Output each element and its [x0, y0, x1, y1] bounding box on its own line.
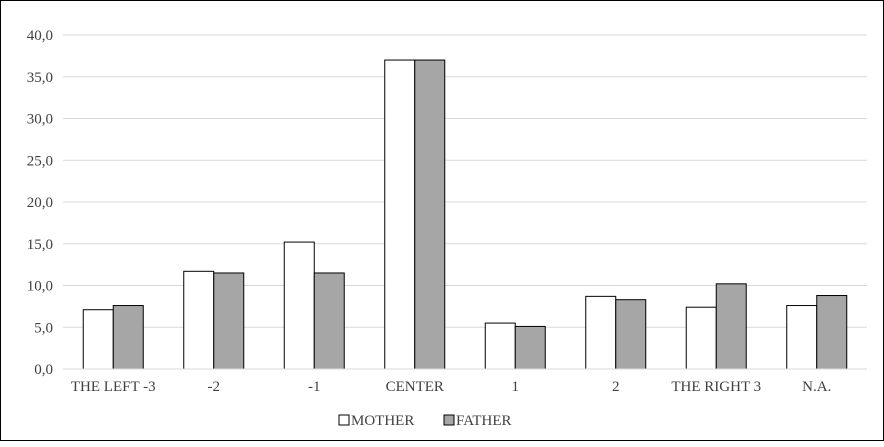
x-tick-label: THE RIGHT 3: [671, 379, 761, 395]
x-tick-label: CENTER: [386, 379, 444, 395]
bar-mother: [685, 306, 717, 370]
bar-mother: [283, 241, 315, 370]
x-tick-label: 2: [612, 379, 620, 395]
legend: MOTHER FATHER: [338, 413, 512, 429]
bar-mother: [384, 59, 416, 370]
x-tick-label: -1: [308, 379, 321, 395]
y-tick-label: 25,0: [27, 153, 53, 169]
bar-mother: [786, 305, 818, 370]
bar-father: [313, 272, 345, 370]
y-tick-label: 40,0: [27, 28, 53, 44]
y-tick-label: 5,0: [34, 320, 53, 336]
bar-father: [514, 325, 546, 370]
y-tick-label: 20,0: [27, 195, 53, 211]
bar-mother: [82, 309, 114, 370]
bars: [82, 59, 848, 370]
bar-mother: [585, 295, 617, 370]
y-tick-label: 35,0: [27, 70, 53, 86]
x-tick-label: -2: [208, 379, 221, 395]
bar-father: [414, 59, 446, 370]
legend-swatch-mother: [338, 414, 350, 426]
bar-father: [615, 299, 647, 370]
bar-father: [112, 305, 144, 370]
bar-mother: [183, 270, 215, 370]
y-tick-label: 15,0: [27, 237, 53, 253]
x-tick-label: 1: [512, 379, 520, 395]
y-axis-tick-labels: 0,0 5,0 10,0 15,0 20,0 25,0 30,0 35,0 40,0: [27, 28, 53, 378]
y-tick-label: 10,0: [27, 279, 53, 295]
x-tick-label: THE LEFT -3: [71, 379, 156, 395]
bar-father: [816, 295, 848, 370]
y-tick-label: 0,0: [34, 362, 53, 378]
legend-label-father: FATHER: [456, 413, 512, 429]
bar-father: [715, 283, 747, 370]
legend-label-mother: MOTHER: [351, 413, 414, 429]
x-axis-tick-labels: THE LEFT -3 -2 -1 CENTER 1 2 THE RIGHT 3 N.A.: [71, 379, 831, 395]
legend-swatch-father: [443, 414, 455, 426]
y-tick-label: 30,0: [27, 112, 53, 128]
bar-mother: [484, 322, 516, 370]
x-tick-label: N.A.: [802, 379, 831, 395]
bar-father: [213, 272, 245, 370]
